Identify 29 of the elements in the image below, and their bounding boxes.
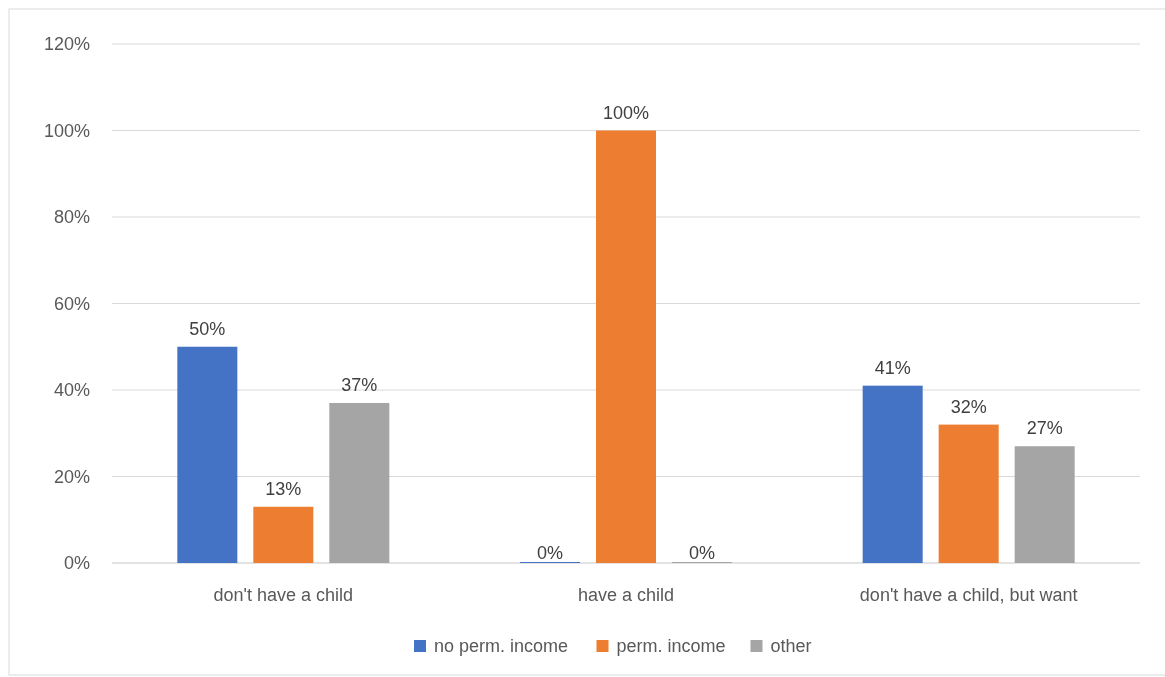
bar [862, 385, 923, 563]
data-label: 0% [536, 543, 564, 563]
y-tick-label: 120% [43, 34, 90, 55]
data-label: 50% [189, 318, 226, 339]
bar [596, 130, 656, 563]
y-tick-label: 100% [43, 120, 90, 141]
data-label: 41% [874, 357, 911, 378]
data-label: 0% [688, 543, 716, 563]
bar [1014, 446, 1075, 563]
data-label: 32% [950, 396, 987, 417]
bar [938, 424, 999, 563]
x-tick-label: have a child [577, 585, 675, 605]
bar [253, 506, 314, 563]
x-tick-label: don't have a child, but want [859, 585, 1078, 605]
x-tick-label: don't have a child [213, 585, 354, 605]
data-label: 100% [602, 102, 650, 123]
bar [177, 346, 238, 563]
y-tick-label: 60% [53, 293, 90, 314]
y-tick-label: 20% [53, 466, 90, 487]
legend-label: no perm. income [434, 636, 569, 657]
y-tick-label: 80% [53, 207, 90, 228]
legend-label: perm. income [616, 636, 726, 657]
bar [329, 402, 390, 563]
data-label: 27% [1026, 418, 1063, 439]
data-label: 37% [341, 374, 378, 395]
y-tick-label: 40% [53, 380, 90, 401]
legend-label: other [770, 636, 812, 657]
data-label: 13% [265, 478, 302, 499]
y-tick-label: 0% [63, 553, 90, 574]
